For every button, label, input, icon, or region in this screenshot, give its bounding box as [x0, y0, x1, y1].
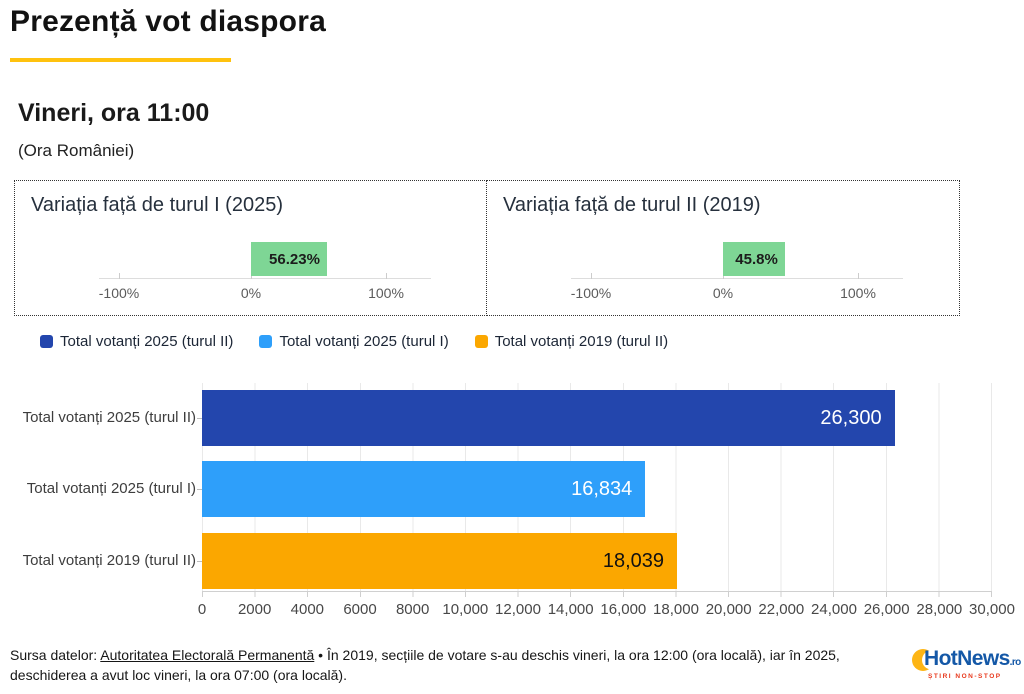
x-tick-label: 10,000 [442, 601, 489, 618]
mini-tick-label: -100% [570, 285, 612, 301]
chart-legend: Total votanți 2025 (turul II) Total vota… [40, 333, 668, 350]
bar-total-2025-tour2: 26,300 [202, 390, 895, 446]
x-tick-label: 0 [197, 601, 207, 618]
mini-tick-label: -100% [98, 285, 140, 301]
x-tick-label: 14,000 [547, 601, 594, 618]
x-tick-label: 28,000 [916, 601, 963, 618]
x-tick-label: 22,000 [758, 601, 805, 618]
hotnews-logo[interactable]: HotNews.ro ȘTIRI NON-STOP [912, 647, 1022, 687]
mini-tick-label: 100% [840, 285, 876, 301]
bar-value-label: 18,039 [602, 549, 665, 572]
x-tick-label: 6000 [343, 601, 377, 618]
x-tick-label: 12,000 [495, 601, 541, 618]
variation-bar: 45.8% [723, 242, 785, 276]
legend-label: Total votanți 2019 (turul II) [494, 333, 669, 350]
source-link[interactable]: Autoritatea Electorală Permanentă [100, 647, 315, 663]
x-tick-label: 4000 [290, 601, 325, 618]
footer-line-1: Sursa datelor: Autoritatea Electorală Pe… [10, 645, 840, 665]
hotnews-wordmark: HotNews.ro [924, 647, 1022, 670]
legend-swatch [259, 335, 273, 348]
y-axis-tick [197, 561, 202, 562]
y-axis-label: Total votanți 2025 (turul I) [26, 480, 196, 497]
mini-axis-tick [858, 273, 859, 279]
mini-axis-tick [251, 273, 252, 279]
x-tick-label: 30,000 [969, 601, 1015, 618]
footer-note-2: deschiderea a avut loc vineri, la ora 07… [10, 667, 347, 683]
source-prefix: Sursa datelor: [10, 647, 101, 663]
page-title: Prezență vot diaspora [10, 5, 326, 38]
mini-axis-line [99, 278, 431, 279]
y-axis-tick [197, 489, 202, 490]
title-underline [10, 58, 231, 62]
hotnews-crescent-icon [912, 649, 936, 671]
footer-line-2: deschiderea a avut loc vineri, la ora 07… [10, 665, 840, 685]
variation-value-label: 56.23% [269, 250, 320, 268]
bar-value-label: 26,300 [820, 406, 882, 429]
bar-total-2019-tour2: 18,039 [202, 533, 678, 589]
variation-panel-title: Variația față de turul II (2019) [503, 194, 761, 216]
timezone-note: (Ora României) [18, 141, 135, 160]
y-axis-tick [197, 418, 202, 419]
x-axis-ticks [202, 592, 992, 597]
x-tick-label: 18,000 [653, 601, 699, 618]
mini-axis-tick [591, 273, 592, 279]
mini-axis-tick [119, 273, 120, 279]
variation-panel-title: Variația față de turul I (2025) [31, 194, 283, 216]
legend-label: Total votanți 2025 (turul I) [279, 333, 449, 350]
bar-value-label: 16,834 [571, 477, 633, 500]
x-tick-label: 26,000 [863, 601, 910, 618]
x-tick-label: 20,000 [705, 601, 752, 618]
x-tick-label: 8000 [395, 601, 430, 618]
mini-axis-line [571, 278, 903, 279]
mini-axis-tick [386, 273, 387, 279]
hotnews-tagline: ȘTIRI NON-STOP [928, 673, 1002, 680]
x-tick-label: 24,000 [811, 601, 857, 618]
y-axis-label: Total votanți 2025 (turul II) [22, 409, 196, 426]
legend-item-2025-tour1: Total votanți 2025 (turul I) [259, 333, 449, 350]
variation-panel-vs-tour2-2019: Variația față de turul II (2019) 45.8% -… [487, 180, 960, 316]
variation-bar: 56.23% [251, 242, 327, 276]
mini-tick-label: 100% [368, 285, 404, 301]
bar-total-2025-tour1: 16,834 [202, 461, 646, 517]
source-footer: Sursa datelor: Autoritatea Electorală Pe… [10, 645, 840, 685]
mini-tick-label: 0% [240, 285, 262, 301]
legend-item-2019-tour2: Total votanți 2019 (turul II) [474, 333, 669, 350]
x-axis-tick-labels: 0 2000 4000 6000 8000 10,000 12,000 14,000 16,00… [198, 601, 1015, 621]
hotnews-tld: .ro [1009, 657, 1022, 668]
x-tick-label: 16,000 [600, 601, 647, 618]
legend-label: Total votanți 2025 (turul II) [60, 333, 234, 350]
variation-panel-vs-tour1-2025: Variația față de turul I (2025) 56.23% -… [14, 180, 487, 316]
mini-axis-tick [723, 273, 724, 279]
x-tick-label: 2000 [237, 601, 272, 618]
main-bar-chart: 26,300 16,834 18,039 [202, 383, 992, 592]
variation-panels: Variația față de turul I (2025) 56.23% -… [14, 180, 960, 316]
y-axis-label: Total votanți 2019 (turul II) [22, 552, 196, 569]
variation-value-label: 45.8% [735, 250, 778, 268]
legend-item-2025-tour2: Total votanți 2025 (turul II) [40, 333, 233, 350]
time-label: Vineri, ora 11:00 [18, 99, 210, 127]
footer-note-1: • În 2019, secțiile de votare s-au desch… [314, 647, 840, 663]
legend-swatch [40, 335, 53, 348]
legend-swatch [474, 335, 488, 348]
mini-tick-label: 0% [712, 285, 734, 301]
